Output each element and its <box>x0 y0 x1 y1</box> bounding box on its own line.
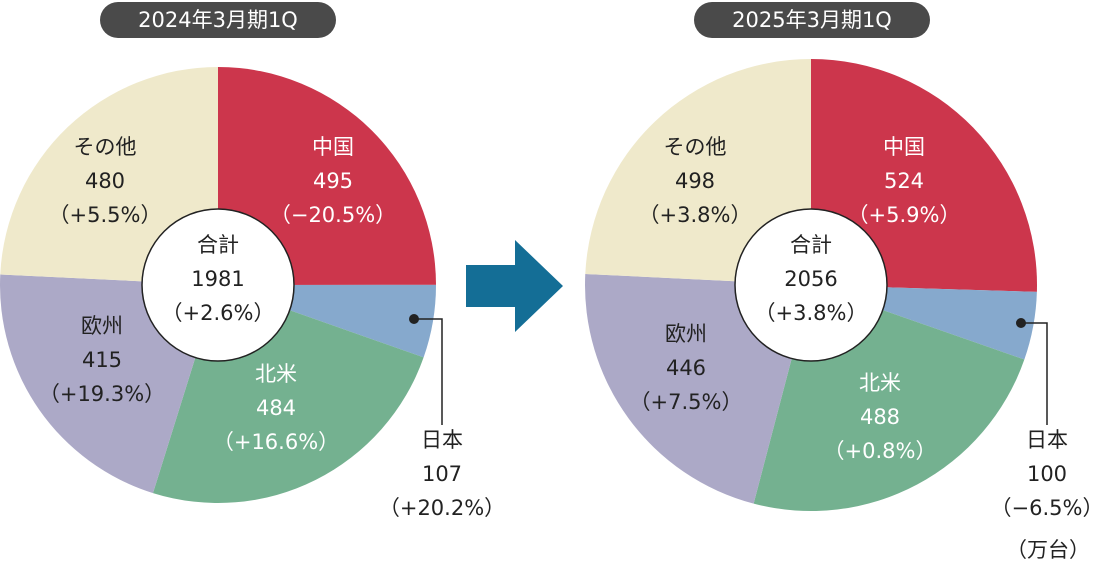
slice-name-north-america-2: 北米 <box>859 371 901 395</box>
slice-value-north-america-2: 488 <box>860 405 900 429</box>
pie-title-1: 2024年3月期1Q <box>138 8 298 32</box>
total-value-1: 1981 <box>191 267 244 291</box>
slice-change-japan-2: （−6.5%） <box>991 496 1100 520</box>
slice-value-north-america-1: 484 <box>256 396 296 420</box>
slice-labels: 中国 495 （−20.5%） 日本 107 （+20.2%） 北米 484 （+16.6%） 欧… <box>39 135 1100 520</box>
total-label-2: 合計 <box>790 233 832 257</box>
pie-slice-other-1 <box>0 67 219 285</box>
slice-change-other-2: （+3.8%） <box>639 203 752 227</box>
slice-change-europe-2: （+7.5%） <box>630 390 743 414</box>
unit-label: （万台） <box>1006 538 1090 562</box>
slice-value-china-2: 524 <box>884 169 924 193</box>
slice-value-europe-1: 415 <box>82 348 122 372</box>
pie-title-pill-1: 2024年3月期1Q <box>100 2 336 38</box>
japan-leader-2 <box>1016 318 1048 425</box>
slice-change-north-america-1: （+16.6%） <box>213 430 339 454</box>
slice-change-china-1: （−20.5%） <box>270 203 396 227</box>
slice-change-japan-1: （+20.2%） <box>379 496 505 520</box>
total-value-2: 2056 <box>784 267 837 291</box>
pie-title-2: 2025年3月期1Q <box>732 8 892 32</box>
slice-name-europe-1: 欧州 <box>81 314 123 338</box>
slice-name-other-1: その他 <box>74 135 137 159</box>
slice-change-china-2: （+5.9%） <box>848 203 961 227</box>
slice-value-china-1: 495 <box>313 169 353 193</box>
slice-change-other-1: （+5.5%） <box>49 203 162 227</box>
slice-value-europe-2: 446 <box>666 356 706 380</box>
slice-change-north-america-2: （+0.8%） <box>824 439 937 463</box>
total-change-1: （+2.6%） <box>162 301 275 325</box>
slice-value-japan-2: 100 <box>1027 462 1067 486</box>
slice-name-other-2: その他 <box>664 135 727 159</box>
slice-name-europe-2: 欧州 <box>665 322 707 346</box>
slice-name-japan-2: 日本 <box>1026 428 1068 452</box>
total-change-2: （+3.8%） <box>755 301 868 325</box>
slice-value-other-2: 498 <box>675 169 715 193</box>
arrow-icon <box>466 240 563 332</box>
pie-slice-china-1 <box>218 67 436 285</box>
slice-value-japan-1: 107 <box>422 462 462 486</box>
pie-slice-other-2 <box>585 59 811 285</box>
pie-title-pill-2: 2025年3月期1Q <box>694 2 930 38</box>
japan-leader-1 <box>409 314 443 425</box>
slice-name-north-america-1: 北米 <box>255 362 297 386</box>
total-label-1: 合計 <box>197 233 239 257</box>
slice-value-other-1: 480 <box>85 169 125 193</box>
slice-name-china-2: 中国 <box>883 135 925 159</box>
slice-name-japan-1: 日本 <box>421 428 463 452</box>
slice-change-europe-1: （+19.3%） <box>39 382 165 406</box>
pie-center-1: 合計 1981 （+2.6%） <box>141 208 295 362</box>
pie-center-2: 合計 2056 （+3.8%） <box>734 208 888 362</box>
slice-name-china-1: 中国 <box>312 135 354 159</box>
